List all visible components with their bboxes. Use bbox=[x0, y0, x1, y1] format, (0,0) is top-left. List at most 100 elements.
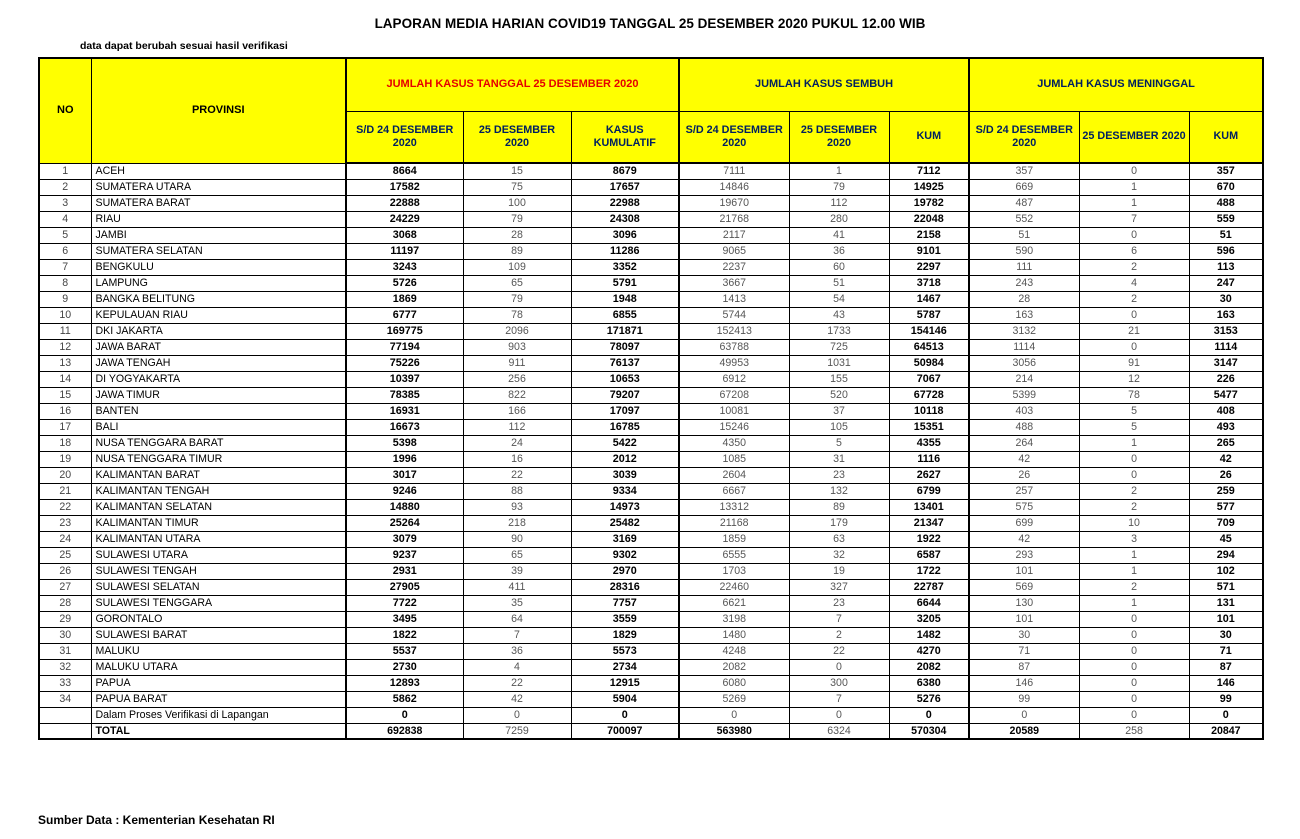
row-number-cell: 24 bbox=[38, 530, 92, 548]
row-number-cell: 30 bbox=[38, 626, 92, 644]
value-cell: 130 bbox=[968, 594, 1080, 612]
value-cell: 45 bbox=[1188, 530, 1264, 548]
table-row: 16 BANTEN 16931 166 17097 10081 37 10118 403 5 408 bbox=[38, 402, 1264, 420]
value-cell: 163 bbox=[1188, 306, 1264, 324]
province-cell: Dalam Proses Verifikasi di Lapangan bbox=[90, 706, 347, 724]
value-cell: 2734 bbox=[570, 658, 680, 676]
value-cell: 71 bbox=[1188, 642, 1264, 660]
value-cell: 6644 bbox=[888, 594, 970, 612]
value-cell: 1 bbox=[1078, 562, 1190, 580]
value-cell: 403 bbox=[968, 402, 1080, 420]
value-cell: 1948 bbox=[570, 290, 680, 308]
row-number-cell: 32 bbox=[38, 658, 92, 676]
value-cell: 12915 bbox=[570, 674, 680, 692]
verification-row: Dalam Proses Verifikasi di Lapangan 0 0 0 0 0… bbox=[38, 706, 1264, 724]
value-cell: 16673 bbox=[345, 418, 464, 436]
value-cell: 41 bbox=[788, 226, 890, 244]
subheader-sembuh-kum: KUM bbox=[888, 110, 970, 164]
value-cell: 3132 bbox=[968, 322, 1080, 340]
value-cell: 65 bbox=[462, 274, 572, 292]
value-cell: 7 bbox=[788, 690, 890, 708]
value-cell: 112 bbox=[788, 194, 890, 212]
value-cell: 99 bbox=[968, 690, 1080, 708]
row-number-cell: 17 bbox=[38, 418, 92, 436]
row-number-cell: 12 bbox=[38, 338, 92, 356]
value-cell: 9101 bbox=[888, 242, 970, 260]
value-cell: 3147 bbox=[1188, 354, 1264, 372]
value-cell: 2 bbox=[1078, 290, 1190, 308]
value-cell: 67728 bbox=[888, 386, 970, 404]
value-cell: 1829 bbox=[570, 626, 680, 644]
province-cell: BANGKA BELITUNG bbox=[90, 290, 347, 308]
value-cell: 256 bbox=[462, 370, 572, 388]
value-cell: 488 bbox=[968, 418, 1080, 436]
value-cell: 109 bbox=[462, 258, 572, 276]
value-cell: 7067 bbox=[888, 370, 970, 388]
value-cell: 0 bbox=[788, 658, 890, 676]
value-cell: 2082 bbox=[678, 658, 790, 676]
table-row: 6 SUMATERA SELATAN 11197 89 11286 9065 36 9101 5… bbox=[38, 242, 1264, 260]
row-number-cell: 23 bbox=[38, 514, 92, 532]
table-row: 19 NUSA TENGGARA TIMUR 1996 16 2012 1085 31 111… bbox=[38, 450, 1264, 468]
value-cell: 9237 bbox=[345, 546, 464, 564]
value-cell: 0 bbox=[345, 706, 464, 724]
row-number-cell: 13 bbox=[38, 354, 92, 372]
value-cell: 50984 bbox=[888, 354, 970, 372]
table-row: 9 BANGKA BELITUNG 1869 79 1948 1413 54 1467 28 2 3… bbox=[38, 290, 1264, 308]
value-cell: 6667 bbox=[678, 482, 790, 500]
province-cell: GORONTALO bbox=[90, 610, 347, 628]
value-cell: 1114 bbox=[968, 338, 1080, 356]
row-number-cell: 28 bbox=[38, 594, 92, 612]
value-cell: 179 bbox=[788, 514, 890, 532]
value-cell: 16931 bbox=[345, 402, 464, 420]
value-cell: 226 bbox=[1188, 370, 1264, 388]
table-row: 5 JAMBI 3068 28 3096 2117 41 2158 51 0 51 bbox=[38, 226, 1264, 244]
subheader-sembuh-25des: 25 DESEMBER 2020 bbox=[788, 110, 890, 164]
value-cell: 725 bbox=[788, 338, 890, 356]
value-cell: 152413 bbox=[678, 322, 790, 340]
table-row: 25 SULAWESI UTARA 9237 65 9302 6555 32 6587 293 1… bbox=[38, 546, 1264, 564]
value-cell: 3039 bbox=[570, 466, 680, 484]
table-row: 15 JAWA TIMUR 78385 822 79207 67208 520 67728 53… bbox=[38, 386, 1264, 404]
value-cell: 1480 bbox=[678, 626, 790, 644]
value-cell: 5477 bbox=[1188, 386, 1264, 404]
value-cell: 63788 bbox=[678, 338, 790, 356]
value-cell: 3205 bbox=[888, 610, 970, 628]
value-cell: 3 bbox=[1078, 530, 1190, 548]
value-cell: 13312 bbox=[678, 498, 790, 516]
value-cell: 49953 bbox=[678, 354, 790, 372]
value-cell: 0 bbox=[1078, 306, 1190, 324]
value-cell: 2 bbox=[1078, 258, 1190, 276]
value-cell: 21347 bbox=[888, 514, 970, 532]
value-cell: 596 bbox=[1188, 242, 1264, 260]
value-cell: 16785 bbox=[570, 418, 680, 436]
value-cell: 60 bbox=[788, 258, 890, 276]
value-cell: 7 bbox=[1078, 210, 1190, 228]
value-cell: 2082 bbox=[888, 658, 970, 676]
value-cell: 7 bbox=[788, 610, 890, 628]
province-cell: KEPULAUAN RIAU bbox=[90, 306, 347, 324]
value-cell: 6555 bbox=[678, 546, 790, 564]
value-cell: 7722 bbox=[345, 594, 464, 612]
value-cell: 24229 bbox=[345, 210, 464, 228]
value-cell: 0 bbox=[1078, 674, 1190, 692]
row-number-cell: 14 bbox=[38, 370, 92, 388]
row-number-cell: 16 bbox=[38, 402, 92, 420]
value-cell: 1 bbox=[1078, 194, 1190, 212]
value-cell: 51 bbox=[788, 274, 890, 292]
value-cell: 575 bbox=[968, 498, 1080, 516]
value-cell: 111 bbox=[968, 258, 1080, 276]
value-cell: 5422 bbox=[570, 434, 680, 452]
value-cell: 22 bbox=[462, 466, 572, 484]
value-cell: 146 bbox=[968, 674, 1080, 692]
value-cell: 293 bbox=[968, 546, 1080, 564]
value-cell: 171871 bbox=[570, 322, 680, 340]
province-cell: BENGKULU bbox=[90, 258, 347, 276]
value-cell: 1822 bbox=[345, 626, 464, 644]
value-cell: 3667 bbox=[678, 274, 790, 292]
province-cell: PAPUA bbox=[90, 674, 347, 692]
table-row: 31 MALUKU 5537 36 5573 4248 22 4270 71 0 71 bbox=[38, 642, 1264, 660]
value-cell: 3056 bbox=[968, 354, 1080, 372]
table-row: 21 KALIMANTAN TENGAH 9246 88 9334 6667 132 6799… bbox=[38, 482, 1264, 500]
covid-report-table: NO PROVINSI JUMLAH KASUS TANGGAL 25 DESE… bbox=[38, 57, 1265, 740]
